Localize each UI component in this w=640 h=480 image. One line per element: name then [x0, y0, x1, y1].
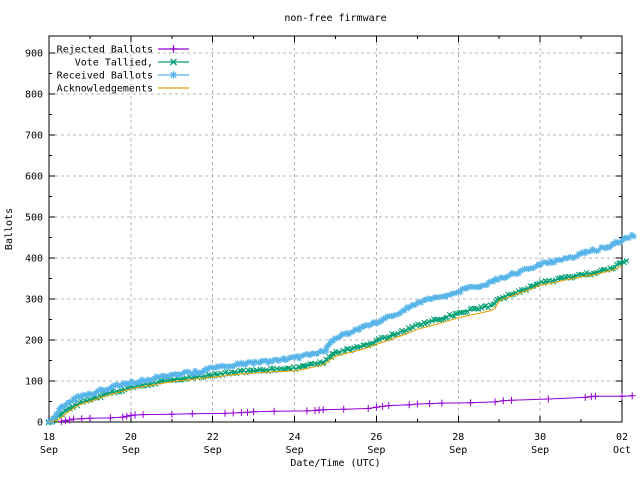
- x-axis-label: Date/Time (UTC): [290, 458, 380, 469]
- chart-title: non-free firmware: [284, 13, 386, 24]
- legend: Rejected Ballots Vote Tallied, Received Ba…: [57, 45, 189, 95]
- y-tick-label: 100: [25, 377, 43, 388]
- x-tick-label-month: Sep: [531, 445, 549, 456]
- axis-ticks: [48, 36, 623, 423]
- x-tick-label-day: 26: [370, 432, 382, 443]
- y-tick-label: 500: [25, 213, 43, 224]
- x-tick-label-month: Sep: [367, 445, 385, 456]
- y-tick-label: 900: [25, 49, 43, 60]
- x-tick-label-day: 22: [207, 432, 219, 443]
- series-vote-tallied: [45, 258, 630, 426]
- x-tick-label-day: 18: [43, 432, 55, 443]
- y-axis-label: Ballots: [4, 208, 15, 250]
- x-tick-label-month: Oct: [613, 445, 631, 456]
- legend-label: Rejected Ballots: [57, 45, 153, 56]
- x-tick-label-month: Sep: [122, 445, 140, 456]
- series-markers-rejected-ballots: [57, 392, 636, 426]
- series-received-ballots: [45, 231, 637, 425]
- legend-marker-asterisk: [169, 71, 178, 79]
- series-line-rejected-ballots: [61, 395, 633, 423]
- series-rejected-ballots: [57, 392, 636, 426]
- x-tick-label-month: Sep: [204, 445, 222, 456]
- legend-label: Vote Tallied,: [75, 58, 153, 69]
- x-tick-label-month: Sep: [286, 445, 304, 456]
- legend-marker-cross: [170, 58, 177, 66]
- series-line-acknowledgements: [48, 265, 623, 423]
- x-tick-label-day: 28: [452, 432, 464, 443]
- x-tick-label-month: Sep: [449, 445, 467, 456]
- y-tick-label: 300: [25, 295, 43, 306]
- legend-item: Rejected Ballots: [57, 45, 189, 56]
- series-layer: [45, 231, 637, 426]
- legend-item: Acknowledgements: [57, 84, 189, 95]
- y-tick-label: 200: [25, 336, 43, 347]
- series-markers-received-ballots: [45, 231, 637, 425]
- x-tick-label-day: 30: [534, 432, 546, 443]
- legend-label: Received Ballots: [57, 71, 153, 82]
- legend-item: Vote Tallied,: [75, 58, 189, 69]
- legend-item: Received Ballots: [57, 71, 189, 82]
- legend-marker-plus: [169, 45, 178, 53]
- x-tick-label-day: 02: [616, 432, 628, 443]
- x-tick-label-day: 24: [289, 432, 301, 443]
- y-tick-label: 600: [25, 172, 43, 183]
- series-markers-vote-tallied: [45, 258, 630, 426]
- legend-label: Acknowledgements: [57, 84, 153, 95]
- y-tick-label: 0: [37, 418, 43, 429]
- series-acknowledgements: [48, 265, 623, 423]
- y-tick-label: 800: [25, 90, 43, 101]
- y-tick-label: 400: [25, 254, 43, 265]
- x-tick-label-day: 20: [125, 432, 137, 443]
- x-tick-label-month: Sep: [40, 445, 58, 456]
- y-tick-label: 700: [25, 131, 43, 142]
